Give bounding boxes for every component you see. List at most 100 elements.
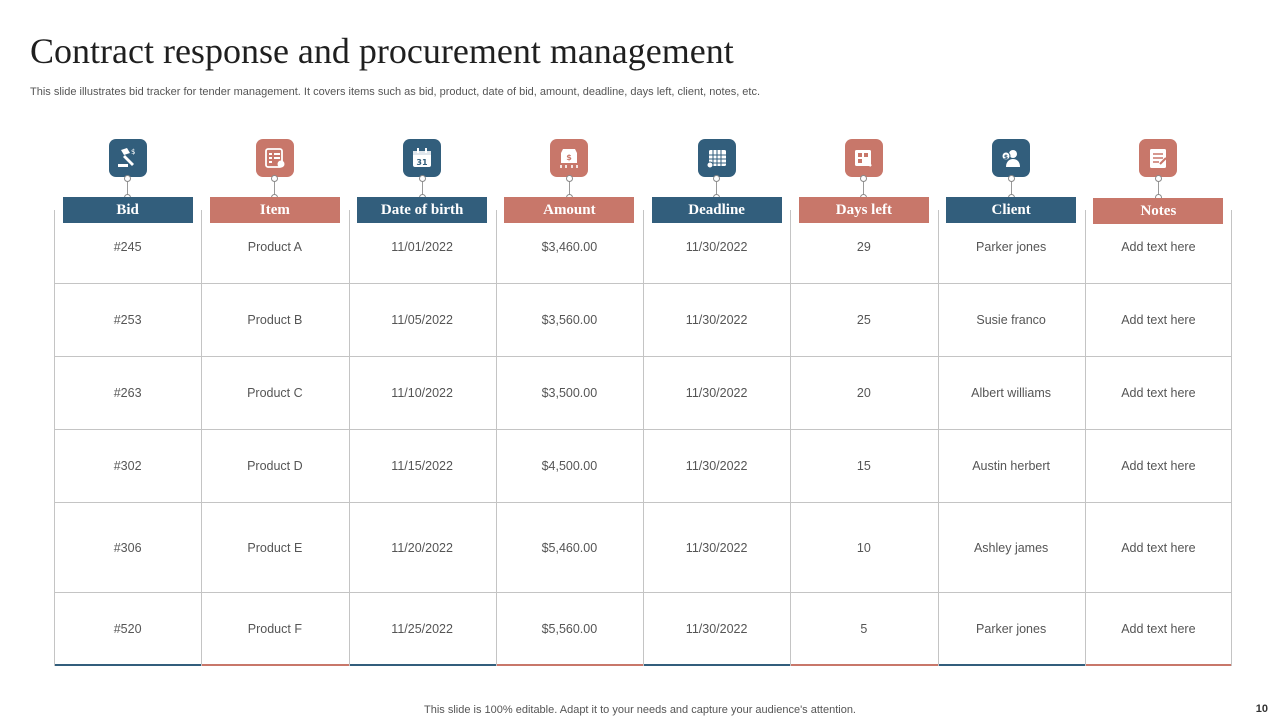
table-cell: Product F <box>247 622 302 636</box>
connector-dot <box>271 175 279 182</box>
calendar-icon: 31 <box>403 139 442 177</box>
table-cell: Product E <box>247 541 303 555</box>
header-connector-line <box>274 176 276 197</box>
table-cell: 25 <box>856 313 871 327</box>
header-connector-line <box>127 176 129 197</box>
header-connector-line <box>568 176 570 197</box>
column-header-date-of-birth: Date of birth <box>357 197 488 223</box>
table-cell: 11/20/2022 <box>391 541 453 555</box>
svg-text:$: $ <box>1004 154 1008 161</box>
table-cell: #245 <box>113 240 142 254</box>
table-column-item <box>201 210 349 666</box>
table-cell: $5,560.00 <box>541 622 598 636</box>
connector-dot <box>1007 175 1015 182</box>
table-cell: #306 <box>113 541 142 555</box>
table-cell: Austin herbert <box>972 459 1051 473</box>
table-column-days-left <box>790 210 938 666</box>
table-cell: Parker jones <box>976 240 1047 254</box>
connector-dot <box>565 175 573 182</box>
column-header-item: Item <box>209 197 340 223</box>
header-connector-line <box>1010 176 1012 197</box>
table-cell: 11/01/2022 <box>391 240 453 254</box>
row-divider <box>54 356 1232 357</box>
money-amount-icon: $ <box>550 139 589 177</box>
table-cell: 15 <box>856 459 871 473</box>
table-cell: 29 <box>856 240 871 254</box>
item-list-icon <box>255 139 294 177</box>
table-column-notes <box>1084 210 1232 666</box>
table-cell: Parker jones <box>976 622 1047 636</box>
table-cell: $5,460.00 <box>541 541 598 555</box>
notes-icon <box>1139 139 1178 177</box>
table-column-client <box>937 210 1085 666</box>
column-bottom-accent <box>496 664 643 666</box>
footer-note: This slide is 100% editable. Adapt it to… <box>424 704 856 716</box>
table-cell: Product B <box>247 313 303 327</box>
column-bottom-accent <box>55 664 202 666</box>
client-icon: $ <box>992 139 1031 177</box>
table-cell: Add text here <box>1121 459 1196 473</box>
table-cell: 11/15/2022 <box>391 459 453 473</box>
slide-subtitle: This slide illustrates bid tracker for t… <box>30 86 761 98</box>
table-column-amount <box>495 210 643 666</box>
table-cell: Add text here <box>1121 541 1196 555</box>
table-cell: 11/25/2022 <box>391 622 453 636</box>
column-bottom-accent <box>202 664 349 666</box>
column-header-client: Client <box>946 197 1077 223</box>
table-cell: Add text here <box>1121 386 1196 400</box>
column-bottom-accent <box>349 664 496 666</box>
column-bottom-accent <box>938 664 1085 666</box>
svg-text:$: $ <box>567 153 573 162</box>
table-cell: #520 <box>113 622 142 636</box>
table-cell: Add text here <box>1121 240 1196 254</box>
table-cell: Ashley james <box>973 541 1049 555</box>
column-header-days-left: Days left <box>798 197 929 223</box>
column-header-notes: Notes <box>1093 198 1224 224</box>
table-cell: 11/30/2022 <box>685 541 748 555</box>
table-cell: Add text here <box>1121 313 1196 327</box>
table-cell: 11/30/2022 <box>685 459 748 473</box>
column-header-amount: Amount <box>504 197 635 223</box>
header-connector-line <box>863 176 865 197</box>
table-cell: #302 <box>113 459 142 473</box>
page-number: 10 <box>1255 703 1268 715</box>
row-divider <box>54 592 1232 593</box>
connector-dot <box>124 175 132 182</box>
table-cell: 11/05/2022 <box>391 313 453 327</box>
table-cell: 11/30/2022 <box>685 240 748 254</box>
column-header-deadline: Deadline <box>651 197 782 223</box>
row-divider <box>54 429 1232 430</box>
header-connector-line <box>1157 176 1159 197</box>
connector-dot <box>418 175 426 182</box>
svg-text:$: $ <box>131 148 135 156</box>
table-cell: 11/30/2022 <box>685 622 748 636</box>
bid-tracker-table: #245 Product A 11/01/2022 $3,460.00 11/30/20… <box>54 210 1232 666</box>
table-cell: Susie franco <box>976 313 1046 327</box>
row-divider <box>54 502 1232 503</box>
table-column-deadline <box>643 210 791 666</box>
connector-dot <box>860 175 868 182</box>
table-cell: $3,460.00 <box>541 240 598 254</box>
deadline-calendar-icon <box>697 139 736 177</box>
table-cell: Product C <box>247 386 303 400</box>
column-bottom-accent <box>791 664 938 666</box>
table-cell: 20 <box>856 386 871 400</box>
table-cell: Albert williams <box>971 386 1052 400</box>
table-cell: $4,500.00 <box>541 459 598 473</box>
column-bottom-accent <box>644 664 791 666</box>
column-bottom-accent <box>1085 664 1231 666</box>
days-left-icon <box>844 139 883 177</box>
table-column-date-of-birth <box>348 210 496 666</box>
table-column-bid <box>54 210 202 666</box>
table-cell: 11/30/2022 <box>685 313 748 327</box>
connector-dot <box>1154 175 1162 182</box>
connector-dot <box>713 175 721 182</box>
table-cell: Add text here <box>1121 622 1196 636</box>
header-connector-line <box>421 176 423 197</box>
table-cell: 10 <box>856 541 871 555</box>
table-cell: 11/30/2022 <box>685 386 748 400</box>
table-cell: #253 <box>113 313 142 327</box>
slide-title: Contract response and procurement manage… <box>30 31 734 71</box>
table-cell: 5 <box>860 622 868 636</box>
row-divider <box>54 283 1232 284</box>
